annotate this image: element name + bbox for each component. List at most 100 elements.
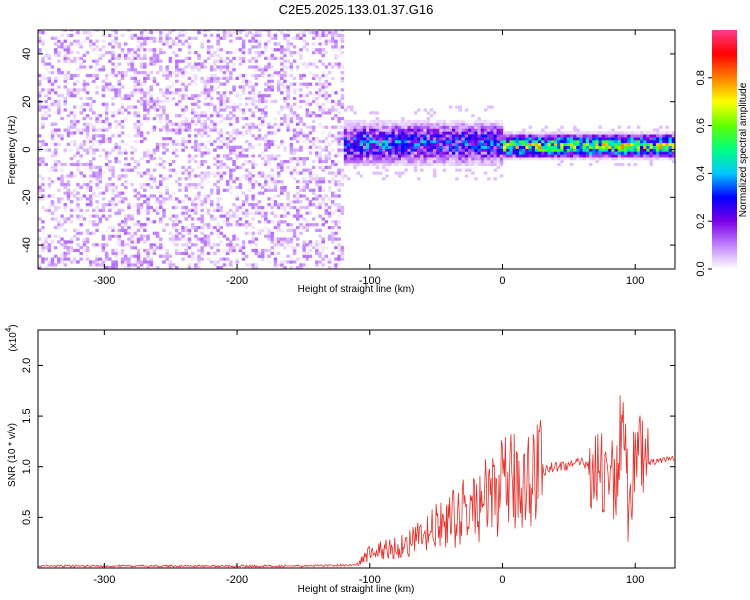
spectrogram-cell bbox=[235, 191, 239, 195]
spectrogram-cell bbox=[210, 114, 214, 118]
spectrogram-cell bbox=[324, 203, 329, 207]
spectrogram-cell bbox=[311, 142, 316, 146]
spectrogram-cell bbox=[267, 254, 271, 258]
spectrogram-cell bbox=[136, 211, 141, 215]
spectrogram-cell bbox=[238, 36, 243, 40]
spectrogram-cell bbox=[206, 208, 211, 212]
spectrogram-cell bbox=[187, 174, 192, 178]
spectrogram-cell bbox=[289, 171, 294, 175]
spectrogram-cell bbox=[334, 62, 338, 66]
spectrogram-cell bbox=[130, 91, 134, 95]
spectrogram-cell bbox=[283, 119, 287, 124]
spectrogram-cell bbox=[334, 91, 338, 95]
spectrogram-cell bbox=[197, 117, 201, 121]
spectrogram-cell bbox=[531, 134, 536, 138]
spectrogram-cell bbox=[455, 162, 459, 167]
spectrogram-cell bbox=[219, 177, 223, 181]
spectrogram-cell bbox=[98, 53, 102, 58]
spectrogram-cell bbox=[57, 105, 61, 109]
spectrogram-cell bbox=[165, 76, 169, 80]
spectrogram-cell bbox=[283, 48, 287, 52]
spectrogram-cell bbox=[624, 157, 628, 161]
spectrogram-cell bbox=[241, 91, 246, 95]
spectrogram-cell bbox=[41, 248, 45, 253]
spectrogram-cell bbox=[267, 154, 271, 158]
spectrogram-cell bbox=[73, 162, 77, 167]
spectrogram-cell bbox=[420, 125, 424, 129]
spectrogram-cell bbox=[235, 94, 239, 98]
spectrogram-cell bbox=[216, 205, 220, 210]
spectrogram-cell bbox=[267, 139, 271, 144]
spectrogram-cell bbox=[95, 134, 99, 138]
spectrogram-cell bbox=[331, 194, 335, 198]
spectrogram-cell bbox=[108, 168, 112, 172]
spectrogram-cell bbox=[305, 48, 309, 52]
spectrogram-cell bbox=[260, 211, 265, 215]
spectrogram-cell bbox=[159, 51, 163, 55]
spectrogram-cell bbox=[210, 45, 214, 49]
spectrogram-cell bbox=[630, 142, 634, 146]
spectrogram-cell bbox=[171, 71, 176, 75]
spectrogram-cell bbox=[111, 71, 115, 75]
spectrogram-cell bbox=[254, 82, 259, 86]
spectrogram-cell bbox=[407, 134, 411, 138]
spectrogram-cell bbox=[194, 74, 198, 78]
spectrogram-cell bbox=[633, 139, 638, 144]
svg-text:(x104): (x104) bbox=[4, 324, 19, 351]
spectrogram-cell bbox=[57, 197, 61, 201]
spectrogram-cell bbox=[165, 122, 169, 126]
spectrogram-cell bbox=[73, 114, 77, 118]
spectrogram-cell bbox=[229, 59, 233, 63]
spectrogram-cell bbox=[292, 82, 297, 86]
spectrogram-cell bbox=[640, 148, 644, 152]
spectrogram-cell bbox=[385, 122, 389, 126]
spectrogram-cell bbox=[206, 79, 211, 83]
spectrogram-cell bbox=[276, 82, 281, 86]
spectrogram-cell bbox=[184, 205, 188, 210]
spectrogram-cell bbox=[331, 200, 335, 204]
spectrogram-cell bbox=[401, 142, 405, 146]
spectrogram-cell bbox=[190, 145, 195, 149]
spectrogram-cell bbox=[327, 237, 332, 241]
spectrogram-cell bbox=[547, 157, 552, 161]
spectrogram-cell bbox=[69, 131, 74, 135]
spectrogram-cell bbox=[566, 142, 571, 146]
spectrogram-cell bbox=[47, 76, 52, 80]
spectrogram-cell bbox=[104, 266, 109, 269]
spectrogram-cell bbox=[420, 162, 424, 167]
spectrogram-cell bbox=[117, 234, 122, 238]
spectrogram-cell bbox=[429, 119, 434, 124]
spectrogram-cell bbox=[624, 131, 628, 135]
spectrogram-cell bbox=[194, 266, 198, 269]
spectrogram-cell bbox=[155, 59, 160, 63]
spectrogram-cell bbox=[385, 174, 389, 178]
spectrogram-cell bbox=[436, 162, 440, 167]
spectrogram-cell bbox=[480, 145, 485, 149]
spectrogram-cell bbox=[63, 74, 67, 78]
spectrogram-cell bbox=[311, 128, 316, 132]
spectrogram-cell bbox=[426, 160, 431, 164]
spectrogram-cell bbox=[509, 142, 513, 146]
spectrogram-cell bbox=[225, 217, 230, 221]
spectrogram-cell bbox=[560, 134, 564, 138]
spectrogram-cell bbox=[104, 188, 109, 192]
spectrogram-cell bbox=[560, 125, 564, 129]
spectrogram-cell bbox=[506, 131, 510, 135]
spectrogram-cell bbox=[401, 134, 405, 138]
spectrogram-cell bbox=[120, 263, 125, 267]
spectrogram-cell bbox=[50, 137, 55, 141]
spectrogram-cell bbox=[159, 243, 163, 247]
y-tick-label: 0 bbox=[21, 146, 33, 152]
spectrogram-cell bbox=[668, 142, 673, 146]
spectrogram-cell bbox=[331, 191, 335, 195]
spectrogram-cell bbox=[178, 231, 182, 235]
spectrogram-cell bbox=[219, 82, 223, 86]
spectrogram-cell bbox=[257, 122, 262, 126]
spectrogram-cell bbox=[327, 62, 332, 66]
spectrogram-cell bbox=[108, 165, 112, 169]
spectrogram-cell bbox=[471, 157, 475, 161]
spectrogram-cell bbox=[420, 137, 424, 141]
spectrogram-cell bbox=[560, 151, 564, 155]
spectrogram-cell bbox=[50, 65, 55, 69]
spectrogram-cell bbox=[111, 148, 115, 152]
